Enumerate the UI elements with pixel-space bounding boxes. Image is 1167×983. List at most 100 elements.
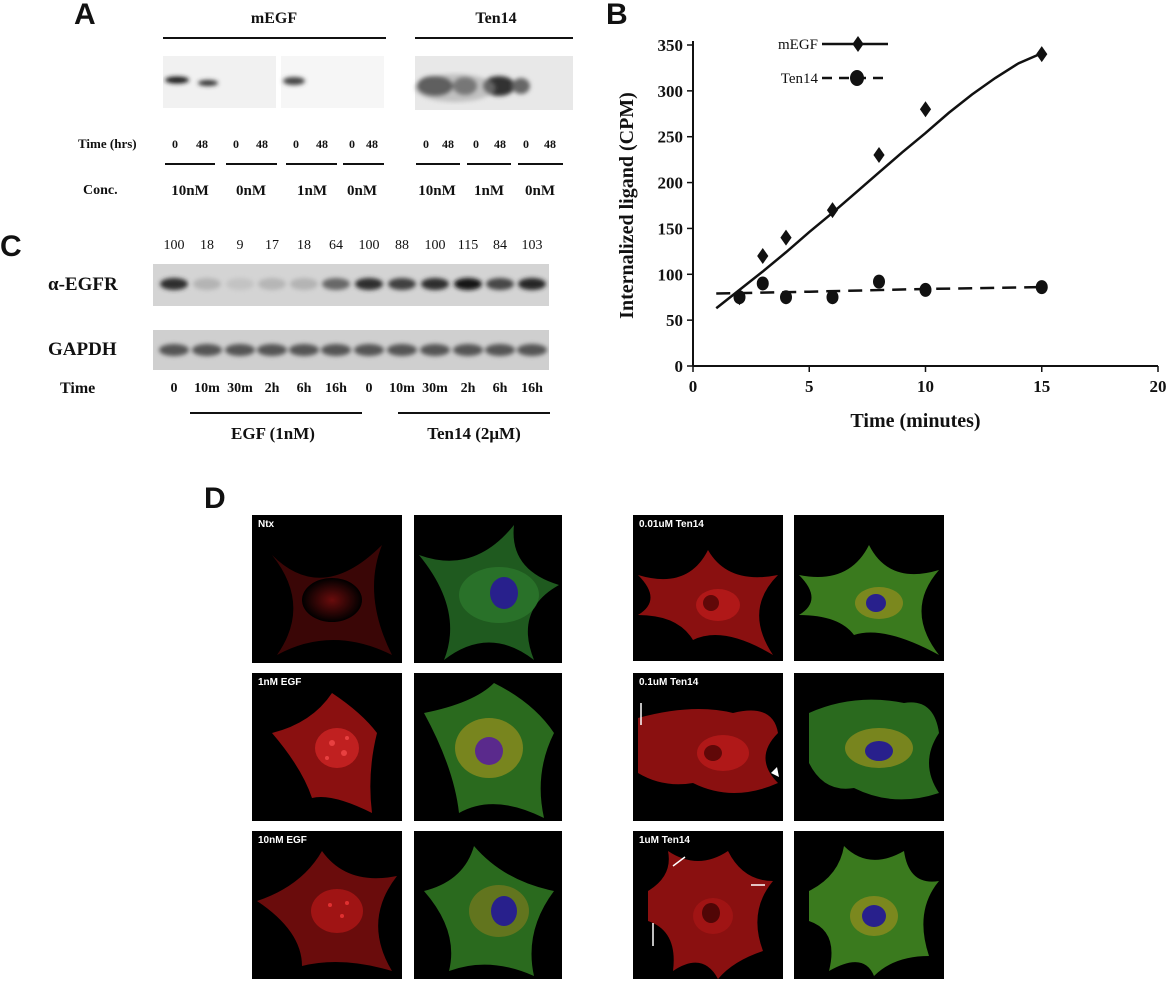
x-tick-label-1: 5 [805, 377, 814, 396]
panel-c-letter: C [0, 230, 22, 263]
c-time-5: 16h [325, 381, 347, 396]
ten14-group-bar [415, 37, 573, 39]
lane-bar-2 [286, 163, 337, 165]
point-Ten14-0 [733, 290, 746, 305]
gapdh-band-10 [485, 344, 515, 356]
lane-time-13: 48 [544, 137, 556, 151]
y-tick-label-2: 100 [658, 265, 684, 284]
y-tick-label-3: 150 [658, 219, 684, 238]
x-tick-label-2: 10 [917, 377, 934, 396]
lane-bar-6 [518, 163, 563, 165]
gapdh-band-8 [420, 344, 450, 356]
lane-time-2: 0 [233, 137, 239, 151]
internalization-chart: 0 50 100 150 200 250 300 350 0 5 10 15 20 Time (minut… [616, 36, 1167, 432]
label-01um-ten14: 0.1uM Ten14 [639, 677, 699, 688]
lane-time-7: 48 [366, 137, 378, 151]
ten14-c-group-bar [398, 412, 550, 414]
mega-group-label: mEGF [250, 10, 298, 27]
y-tick-label-4: 200 [658, 174, 684, 193]
gapdh-band-5 [321, 344, 351, 356]
lane-bar-5 [467, 163, 511, 165]
x-tick-label-4: 20 [1150, 377, 1167, 396]
egfr-value-4: 18 [297, 238, 311, 253]
egfr-value-3: 17 [265, 238, 279, 253]
micrograph-1nm-egf-red: 1nM EGF [252, 673, 402, 821]
time-row-label: Time [60, 380, 96, 397]
c-time-11: 16h [521, 381, 543, 396]
conc-1: 0nM [236, 183, 266, 199]
point-mEGF-3 [826, 202, 839, 219]
legend-marker-Ten14 [850, 70, 864, 86]
egfr-value-0: 100 [163, 238, 185, 253]
conc-0: 10nM [171, 183, 209, 199]
y-axis-label: Internalized ligand (CPM) [616, 92, 638, 319]
gapdh-band-6 [354, 344, 384, 356]
egfr-band-1 [193, 278, 221, 290]
egfr-band-10 [486, 278, 514, 290]
c-time-9: 2h [460, 381, 476, 396]
egfr-value-5: 64 [329, 238, 343, 253]
lane-time-5: 48 [316, 137, 328, 151]
point-Ten14-1 [756, 276, 769, 291]
point-mEGF-1 [757, 247, 769, 264]
micrograph-1um-ten14-red: 1uM Ten14 [633, 831, 783, 979]
series-line-mEGF [715, 52, 1043, 310]
c-time-10: 6h [492, 381, 508, 396]
conc-label: Conc. [83, 183, 118, 198]
label-ntx: Ntx [258, 519, 275, 530]
time-hrs-label: Time (hrs) [78, 136, 137, 151]
c-time-8: 30m [422, 381, 448, 396]
label-1nm-egf: 1nM EGF [258, 677, 302, 688]
mega-group-bar [163, 37, 386, 39]
lane-time-6: 0 [349, 137, 355, 151]
egfr-value-1: 18 [200, 238, 214, 253]
gapdh-band-1 [192, 344, 222, 356]
series-line-Ten14 [716, 285, 1042, 295]
ten14-group-label: Ten14 [475, 10, 517, 27]
point-Ten14-2 [780, 290, 792, 305]
c-time-6: 0 [365, 381, 373, 396]
point-Ten14-5 [919, 282, 932, 297]
ten14-c-group-label: Ten14 (2μM) [427, 424, 521, 443]
lane-bar-3 [343, 163, 384, 165]
lane-time-11: 48 [494, 137, 506, 151]
egfr-band-0 [160, 278, 188, 290]
gapdh-band-9 [453, 344, 483, 356]
lane-time-9: 48 [442, 137, 454, 151]
point-mEGF-5 [919, 101, 932, 118]
panel-d-letter: D [204, 482, 226, 515]
micrograph-ntx-merge [414, 515, 562, 663]
egfr-band-8 [421, 278, 449, 290]
conc-6: 0nM [525, 183, 555, 199]
lane-bar-1 [226, 163, 277, 165]
egfr-value-6: 100 [358, 238, 380, 253]
gapdh-band-0 [159, 344, 189, 356]
gapdh-band-11 [517, 344, 547, 356]
lane-time-10: 0 [473, 137, 479, 151]
egfr-value-11: 103 [521, 238, 543, 253]
gapdh-band-3 [257, 344, 287, 356]
micrograph-01um-ten14-merge [794, 673, 944, 821]
conc-3: 0nM [347, 183, 377, 199]
c-time-1: 10m [194, 381, 220, 396]
egfr-band-11 [518, 278, 546, 290]
point-Ten14-4 [873, 274, 885, 289]
micrograph-001um-ten14-red: 0.01uM Ten14 [633, 515, 783, 661]
c-time-4: 6h [296, 381, 312, 396]
conc-2: 1nM [297, 183, 327, 199]
c-time-0: 0 [170, 381, 178, 396]
x-tick-label-0: 0 [689, 377, 698, 396]
gapdh-band-7 [387, 344, 417, 356]
y-tick-label-5: 250 [658, 128, 684, 147]
y-tick-label-1: 50 [666, 311, 683, 330]
c-time-3: 2h [264, 381, 280, 396]
c-time-2: 30m [227, 381, 253, 396]
gapdh-band-4 [289, 344, 319, 356]
micrograph-10nm-egf-red: 10nM EGF [252, 831, 402, 979]
egfr-band-4 [290, 278, 318, 290]
point-mEGF-4 [873, 147, 885, 164]
egf-group-label: EGF (1nM) [231, 424, 315, 443]
egfr-value-9: 115 [457, 238, 479, 253]
y-tick-label-0: 0 [675, 357, 684, 376]
gapdh-row-label: GAPDH [48, 339, 117, 360]
